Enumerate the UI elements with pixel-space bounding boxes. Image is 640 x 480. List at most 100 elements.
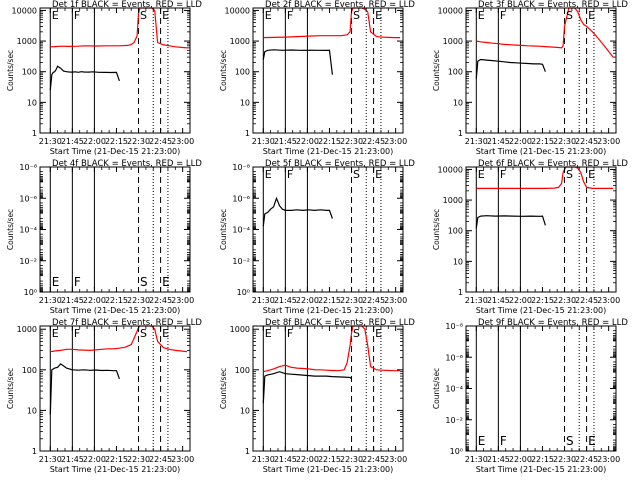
- x-axis-label: Start Time (21-Dec-15 21:23:00): [263, 147, 394, 156]
- y-tick-label: 1: [458, 288, 463, 297]
- y-axis-label: Counts/sec: [432, 209, 441, 250]
- marker-label-F: F: [500, 168, 506, 181]
- x-tick-label: 22:30: [127, 137, 150, 146]
- marker-label-E2: E: [375, 327, 382, 340]
- x-tick-label: 22:00: [296, 455, 319, 464]
- x-tick-label: 21:30: [465, 137, 488, 146]
- marker-label-E: E: [478, 9, 485, 22]
- x-tick-label: 22:00: [83, 296, 106, 305]
- x-tick-label: 22:45: [575, 455, 598, 464]
- x-tick-label: 22:45: [575, 296, 598, 305]
- marker-label-E2: E: [162, 9, 169, 22]
- y-axis-label: Counts/sec: [219, 50, 228, 91]
- marker-label-S: S: [353, 168, 360, 181]
- marker-label-S: S: [566, 434, 574, 448]
- x-tick-label: 22:45: [575, 137, 598, 146]
- x-tick-label: 21:45: [61, 455, 84, 464]
- marker-label-E2: E: [375, 9, 382, 22]
- x-tick-label: 22:30: [340, 455, 363, 464]
- series-lld: [50, 7, 188, 49]
- panel-title: Det 6f BLACK = Events, RED = LLD: [478, 159, 628, 169]
- marker-label-S: S: [353, 327, 360, 340]
- x-tick-label: 22:45: [149, 455, 172, 464]
- x-tick-label: 22:45: [362, 137, 385, 146]
- x-tick-label: 22:00: [296, 296, 319, 305]
- x-tick-label: 21:45: [61, 296, 84, 305]
- y-tick-label: 100: [235, 68, 250, 77]
- y-tick-label: 100: [22, 366, 37, 375]
- x-axis-label: Start Time (21-Dec-15 21:23:00): [263, 465, 394, 474]
- y-tick-label: 1: [32, 447, 37, 456]
- x-tick-label: 21:30: [465, 455, 488, 464]
- x-axis-label: Start Time (21-Dec-15 21:23:00): [50, 306, 181, 315]
- marker-label-E: E: [52, 327, 59, 340]
- y-tick-label: 10⁻⁴: [445, 385, 463, 394]
- y-tick-label: 10: [453, 98, 463, 107]
- x-tick-label: 21:30: [465, 296, 488, 305]
- plot-frame: [252, 7, 404, 134]
- y-tick-label: 10⁰: [237, 288, 250, 297]
- x-tick-label: 21:30: [252, 455, 275, 464]
- y-axis-label: Counts/sec: [219, 209, 228, 250]
- plot-frame: [39, 325, 191, 452]
- marker-label-F: F: [500, 434, 507, 448]
- x-tick-label: 23:00: [171, 137, 194, 146]
- x-tick-label: 22:15: [531, 455, 554, 464]
- y-tick-label: 1: [32, 129, 37, 138]
- series-events: [49, 363, 120, 415]
- y-tick-label: 100: [448, 227, 463, 236]
- marker-label-F: F: [74, 9, 80, 22]
- x-tick-label: 22:15: [531, 137, 554, 146]
- panel-title: Det 2f BLACK = Events, RED = LLD: [265, 0, 415, 10]
- x-tick-label: 22:30: [553, 137, 576, 146]
- x-tick-label: 23:00: [171, 455, 194, 464]
- marker-label-E2: E: [588, 168, 595, 181]
- y-tick-label: 10⁻⁶: [232, 194, 250, 203]
- y-tick-label: 10: [240, 406, 250, 415]
- marker-label-E2: E: [162, 327, 169, 340]
- y-tick-label: 10⁻²: [19, 257, 37, 266]
- y-tick-label: 10000: [12, 6, 37, 15]
- x-tick-label: 23:00: [597, 455, 620, 464]
- y-tick-label: 10⁻⁶: [445, 353, 463, 362]
- x-tick-label: 22:30: [553, 455, 576, 464]
- y-tick-label: 10000: [438, 6, 463, 15]
- marker-label-E: E: [265, 9, 272, 22]
- marker-label-F: F: [287, 327, 293, 340]
- marker-label-E: E: [52, 275, 60, 289]
- y-axis-label: Counts/sec: [432, 368, 441, 409]
- y-tick-label: 10000: [225, 6, 250, 15]
- x-tick-label: 22:15: [531, 296, 554, 305]
- x-tick-label: 22:00: [83, 455, 106, 464]
- marker-label-E: E: [478, 168, 485, 181]
- y-tick-label: 1: [458, 129, 463, 138]
- y-tick-label: 10⁻⁸: [445, 322, 463, 331]
- marker-label-F: F: [287, 9, 293, 22]
- plot-frame: [465, 166, 617, 293]
- marker-label-E: E: [52, 9, 59, 22]
- series-events: [49, 65, 120, 91]
- marker-label-E: E: [265, 327, 272, 340]
- series-lld: [263, 325, 401, 373]
- x-axis-label: Start Time (21-Dec-15 21:23:00): [50, 147, 181, 156]
- y-tick-label: 10: [27, 406, 37, 415]
- series-events: [262, 196, 333, 227]
- marker-label-F: F: [500, 9, 506, 22]
- y-tick-label: 100: [235, 366, 250, 375]
- marker-label-S: S: [353, 9, 360, 22]
- marker-label-S: S: [566, 168, 573, 181]
- y-tick-label: 1000: [230, 325, 250, 334]
- y-tick-label: 10⁻²: [232, 257, 250, 266]
- y-tick-label: 10⁰: [24, 288, 37, 297]
- plot-frame: [465, 7, 617, 134]
- series-events: [475, 215, 546, 229]
- panel-title: Det 1f BLACK = Events, RED = LLD: [52, 0, 202, 10]
- x-tick-label: 22:00: [296, 137, 319, 146]
- y-tick-label: 10⁻⁴: [19, 226, 37, 235]
- series-lld: [476, 7, 614, 58]
